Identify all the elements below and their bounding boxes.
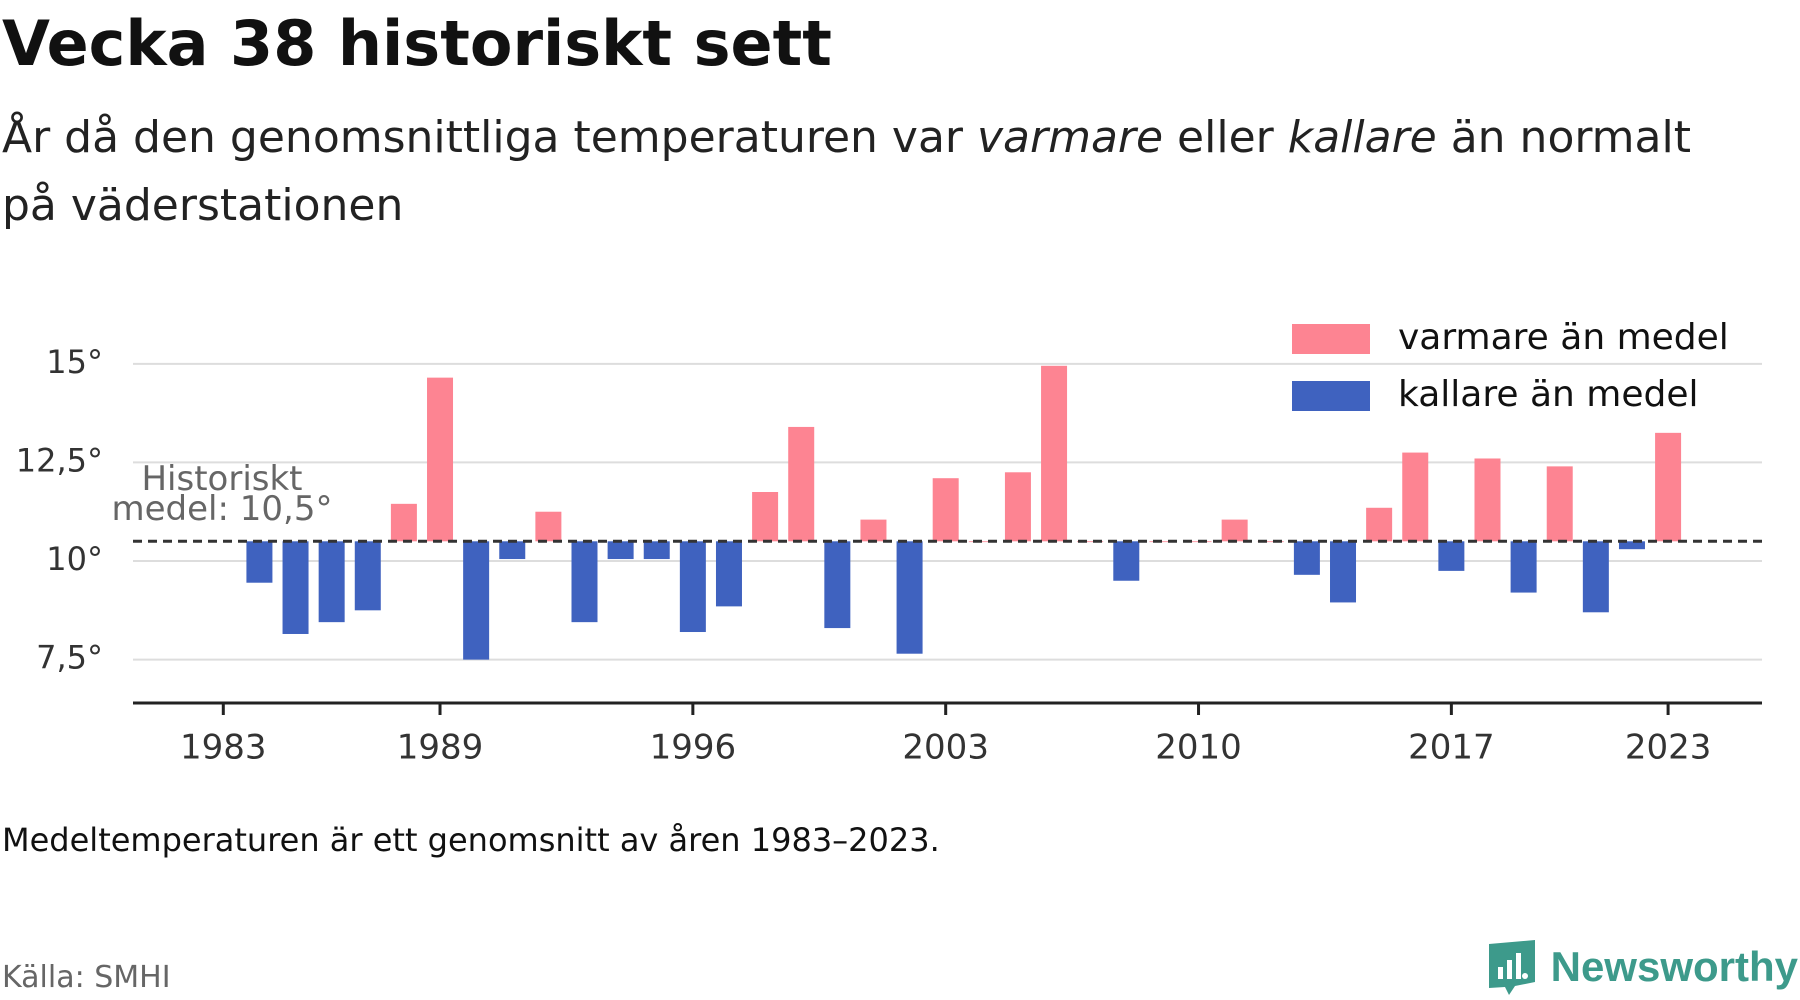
bar <box>715 541 742 607</box>
legend: varmare än medel kallare än medel <box>1292 317 1729 415</box>
bar <box>1402 452 1429 542</box>
bar <box>390 503 417 542</box>
bar <box>752 492 779 542</box>
bar <box>1149 541 1176 543</box>
bar <box>932 478 959 542</box>
bar <box>896 541 923 654</box>
bar <box>607 541 634 560</box>
source-credit: Källa: SMHI <box>2 960 171 995</box>
bars <box>246 365 1682 660</box>
bar <box>788 426 815 542</box>
bar <box>246 541 273 583</box>
chart-title: Vecka 38 historiskt sett <box>2 7 832 80</box>
bar <box>1330 541 1357 603</box>
bar <box>1004 472 1031 542</box>
bar <box>463 541 490 660</box>
bar <box>1077 541 1104 543</box>
x-tick-label: 2017 <box>1408 728 1495 768</box>
x-tick-label: 2010 <box>1155 728 1242 768</box>
y-tick-label: 15° <box>46 343 103 381</box>
bar <box>1257 541 1284 543</box>
legend-label: kallare än medel <box>1398 374 1698 415</box>
newsworthy-logo-icon <box>1488 940 1535 995</box>
bar <box>354 541 381 611</box>
bar <box>571 541 598 623</box>
grid-lines <box>133 362 1762 661</box>
subtitle-cold-word: kallare <box>1287 112 1437 163</box>
bar <box>1474 458 1501 542</box>
legend-swatch <box>1292 324 1370 354</box>
x-tick-label: 1989 <box>397 728 484 768</box>
legend-label: varmare än medel <box>1398 317 1729 358</box>
subtitle-part: År då den genomsnittliga temperaturen va… <box>2 112 977 163</box>
bar <box>1655 432 1682 542</box>
bar <box>1438 541 1465 571</box>
x-axis: 1983 1989 1996 2003 2010 2017 2023 <box>133 701 1762 768</box>
x-tick-label: 2003 <box>902 728 989 768</box>
x-tick-label: 1983 <box>180 728 267 768</box>
baseline-label-line-2: medel: 10,5° <box>112 489 333 529</box>
baseline-label-line-1: Historiskt <box>141 459 302 499</box>
bar <box>1221 519 1248 542</box>
bar <box>318 541 345 623</box>
footnote: Medeltemperaturen är ett genomsnitt av å… <box>2 821 940 859</box>
subtitle-part: eller <box>1163 112 1288 163</box>
bar <box>282 541 309 634</box>
y-tick-label: 10° <box>46 540 103 578</box>
x-tick-label: 2023 <box>1625 728 1712 768</box>
bar <box>1546 466 1573 542</box>
bar <box>860 519 887 542</box>
subtitle-warm-word: varmare <box>976 112 1164 163</box>
bar <box>427 377 454 542</box>
bar <box>1618 541 1645 550</box>
bar <box>1041 365 1068 542</box>
x-tick-label: 1996 <box>650 728 737 768</box>
bar <box>499 541 526 560</box>
bar <box>643 541 670 560</box>
brand-logo: Newsworthy <box>1487 938 1798 996</box>
brand-name: Newsworthy <box>1550 943 1798 990</box>
bar <box>1582 541 1609 613</box>
bar <box>1293 541 1320 575</box>
chart-subtitle: År då den genomsnittliga temperaturen va… <box>2 104 1742 240</box>
bar <box>1366 507 1393 542</box>
y-axis-ticks: 7,5° 10° 12,5° 15° <box>16 343 103 677</box>
y-tick-label: 12,5° <box>16 441 103 479</box>
bar <box>1113 541 1140 581</box>
bar <box>1510 541 1537 593</box>
legend-swatch <box>1292 381 1370 411</box>
y-tick-label: 7,5° <box>36 639 103 677</box>
subtitle-part: än normalt på väderstationen <box>2 112 1691 231</box>
bar <box>535 511 562 542</box>
bar <box>679 541 706 633</box>
bar <box>824 541 851 629</box>
